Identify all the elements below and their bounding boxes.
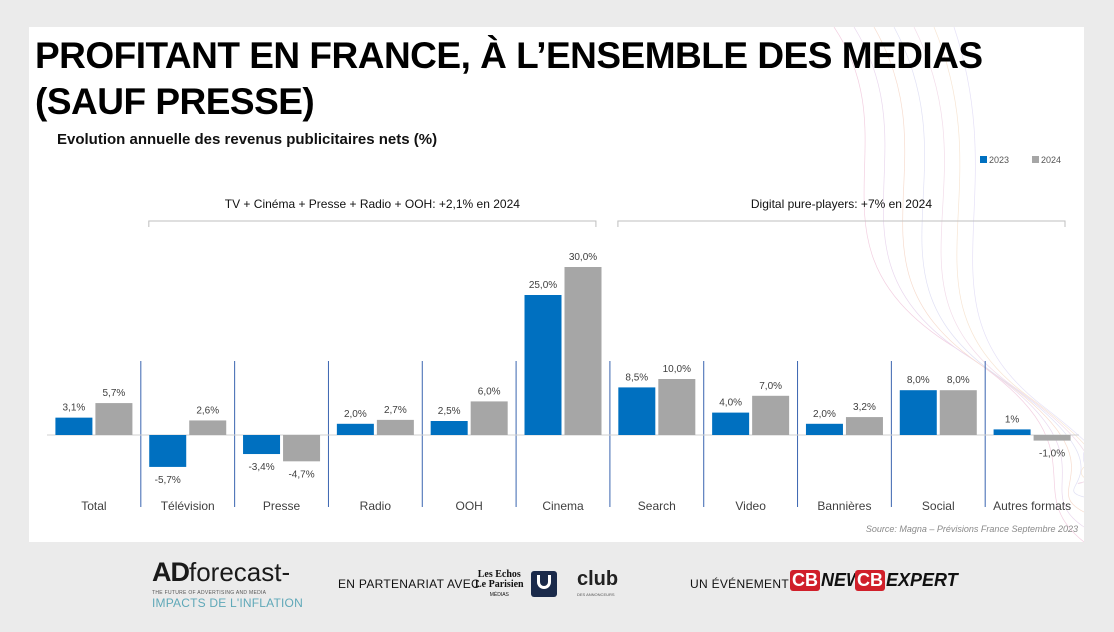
adforecast-subtitle: IMPACTS DE L'INFLATION [152, 596, 303, 610]
data-label: 25,0% [529, 280, 557, 291]
category-label: Video [735, 499, 766, 513]
data-label: 8,0% [907, 375, 930, 386]
data-label: 30,0% [569, 252, 597, 263]
bar-2023 [243, 435, 281, 455]
data-label: 3,1% [63, 403, 86, 414]
data-label: 2,7% [384, 405, 407, 416]
lesechos-leparisien-logo: Les Echos Le Parisien MÉDIAS [475, 570, 524, 600]
slide: PROFITANT EN FRANCE, À L’ENSEMBLE DES ME… [29, 27, 1084, 542]
club-subtitle: DES ANNONCEURS [577, 592, 615, 597]
bar-2024 [564, 267, 602, 435]
cb-mark: CB [790, 570, 820, 591]
cb-mark: CB [855, 570, 885, 591]
data-label: 6,0% [478, 386, 501, 397]
bar-chart: 3,1% 5,7% Total -5,7% 2,6% Télévision -3,4% -4,… [47, 155, 1079, 534]
bar-2024 [189, 420, 227, 435]
bar-2023 [149, 435, 187, 467]
bar-2024 [658, 379, 696, 435]
cbexpert-logo: CB EXPERT [855, 570, 958, 591]
category-label: Search [638, 499, 676, 513]
data-label: 8,5% [625, 372, 648, 383]
source-note: Source: Magna – Prévisions France Septem… [866, 524, 1078, 534]
bar-2024 [939, 390, 977, 435]
bar-2024 [1033, 435, 1071, 441]
lesechos-text: Les Echos [477, 569, 521, 580]
data-label: 2,0% [813, 409, 836, 420]
bar-2023 [55, 417, 93, 435]
data-label: 10,0% [663, 364, 691, 375]
data-label: 5,7% [103, 388, 126, 399]
decorative-waves [833, 27, 1084, 542]
bar-2024 [283, 435, 321, 462]
adforecast-logo: ADforecast- THE FUTURE OF ADVERTISING AN… [152, 557, 303, 610]
data-label: 1% [1005, 414, 1020, 425]
cbexpert-text: EXPERT [886, 570, 958, 590]
data-label: 2,5% [438, 406, 461, 417]
bar-2023 [805, 423, 843, 435]
adforecast-tagline: THE FUTURE OF ADVERTISING AND MEDIA [152, 590, 267, 596]
data-label: 2,0% [344, 409, 367, 420]
bar-2024 [470, 401, 508, 435]
bar-2023 [336, 423, 374, 435]
group-annotation: TV + Cinéma + Presse + Radio + OOH: +2,1… [225, 197, 520, 211]
category-label: Autres formats [993, 499, 1071, 513]
category-label: Télévision [161, 499, 215, 513]
bar-2023 [712, 412, 750, 435]
bar-2024 [95, 403, 133, 435]
bar-2024 [845, 417, 883, 435]
data-label: -5,7% [155, 475, 181, 486]
group-bracket [617, 220, 1066, 227]
legend-label: 2024 [1041, 155, 1061, 165]
udecam-logo [531, 571, 557, 597]
group-annotation: Digital pure-players: +7% en 2024 [751, 197, 932, 211]
partner-label: EN PARTENARIAT AVEC [338, 577, 480, 591]
legend-swatch-2024 [1032, 156, 1039, 163]
page-title: PROFITANT EN FRANCE, À L’ENSEMBLE DES ME… [35, 35, 983, 122]
data-label: 4,0% [719, 398, 742, 409]
bar-2023 [524, 295, 562, 435]
club-logo: club [577, 568, 619, 590]
event-label: UN ÉVÉNEMENT [690, 577, 789, 591]
category-label: Social [922, 499, 955, 513]
adforecast-logo-forecast: forecast- [189, 557, 291, 587]
category-label: Total [81, 499, 106, 513]
data-label: 8,0% [947, 375, 970, 386]
bar-2023 [430, 421, 468, 435]
bar-2024 [752, 395, 790, 435]
category-label: Presse [263, 499, 301, 513]
group-bracket [148, 220, 597, 227]
category-label: Bannières [817, 499, 871, 513]
leparisien-text: Le Parisien [475, 579, 524, 590]
bar-2023 [993, 429, 1031, 435]
bar-2024 [376, 419, 414, 435]
bar-2023 [899, 390, 937, 435]
data-label: 7,0% [759, 381, 782, 392]
data-label: 2,6% [196, 405, 219, 416]
medias-text: MÉDIAS [489, 592, 509, 598]
data-label: -1,0% [1039, 449, 1065, 460]
data-label: -4,7% [288, 469, 314, 480]
category-label: Cinema [542, 499, 584, 513]
category-label: OOH [456, 499, 483, 513]
legend-label: 2023 [989, 155, 1009, 165]
adforecast-logo-ad: AD [152, 557, 190, 587]
data-label: 3,2% [853, 402, 876, 413]
legend-swatch-2023 [980, 156, 987, 163]
chart-subtitle: Evolution annuelle des revenus publicita… [57, 131, 438, 148]
bar-2023 [618, 387, 656, 435]
category-label: Radio [360, 499, 392, 513]
data-label: -3,4% [248, 462, 274, 473]
